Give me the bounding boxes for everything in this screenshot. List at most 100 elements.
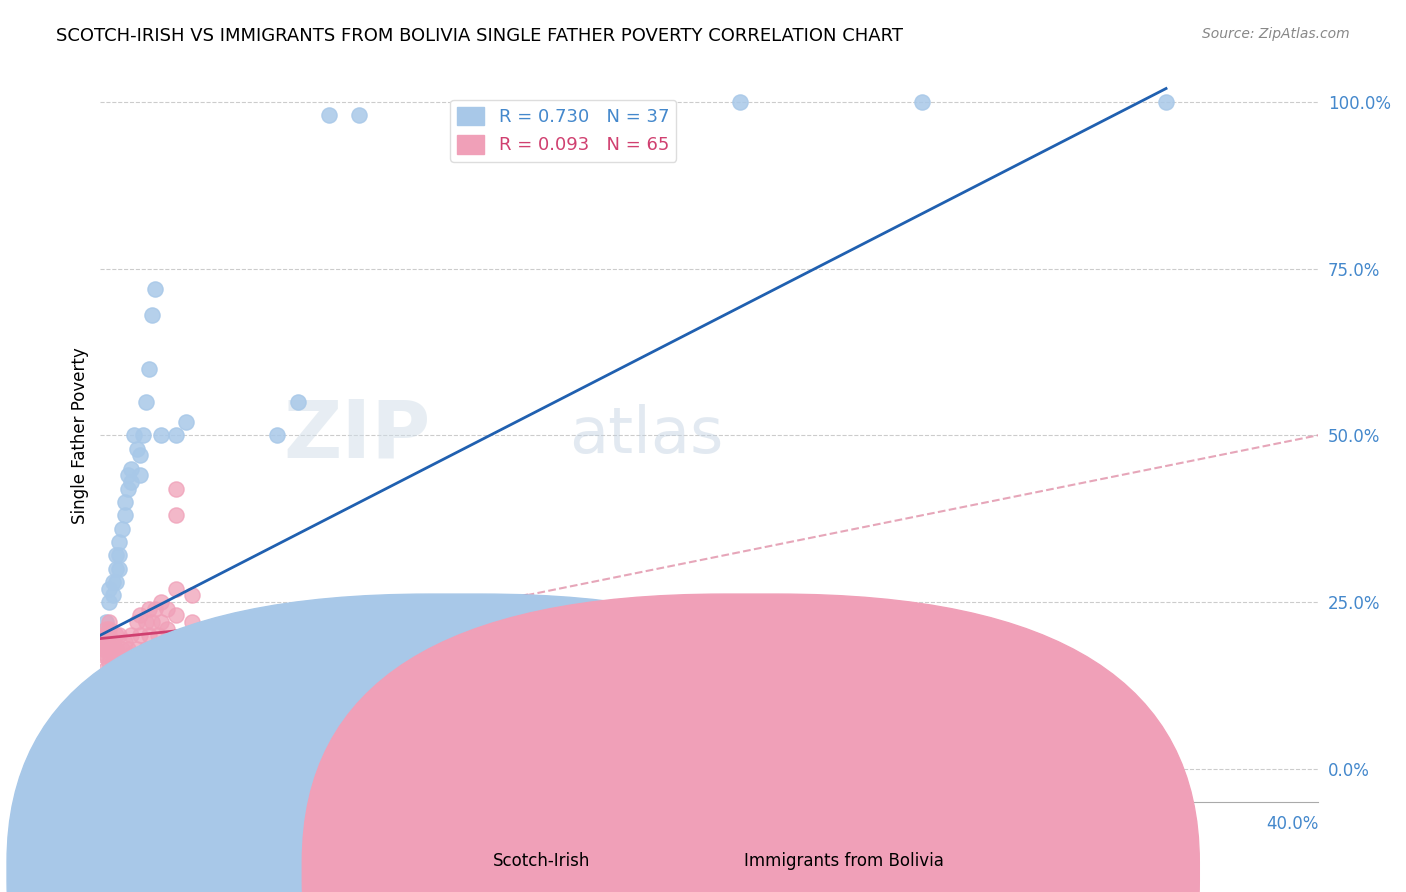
Point xyxy=(93,648,115,663)
Point xyxy=(96,635,118,649)
Point xyxy=(129,628,152,642)
Point xyxy=(96,674,118,689)
Point xyxy=(138,628,160,642)
Point xyxy=(98,582,121,596)
Point xyxy=(98,628,121,642)
Point xyxy=(287,395,309,409)
Point xyxy=(111,655,134,669)
Point xyxy=(104,548,127,562)
Point xyxy=(166,428,188,442)
Point xyxy=(96,615,118,629)
Point xyxy=(96,628,118,642)
Point xyxy=(98,641,121,656)
Point xyxy=(98,655,121,669)
Point xyxy=(166,482,188,496)
Point xyxy=(1154,95,1177,109)
Point xyxy=(138,601,160,615)
Point xyxy=(129,468,152,483)
Point xyxy=(117,641,139,656)
Point xyxy=(93,628,115,642)
Point xyxy=(166,508,188,523)
Point xyxy=(98,622,121,636)
Point xyxy=(425,681,447,696)
Point xyxy=(96,662,118,676)
Point xyxy=(132,428,155,442)
Point xyxy=(150,595,173,609)
Point xyxy=(180,615,202,629)
Legend: R = 0.730   N = 37, R = 0.093   N = 65: R = 0.730 N = 37, R = 0.093 N = 65 xyxy=(450,100,676,161)
Point xyxy=(166,582,188,596)
Text: 40.0%: 40.0% xyxy=(1265,815,1319,833)
Point xyxy=(120,461,142,475)
Point xyxy=(132,722,155,736)
Point xyxy=(120,475,142,489)
Point xyxy=(101,635,124,649)
Point xyxy=(101,641,124,656)
Point xyxy=(143,281,166,295)
Point xyxy=(728,95,751,109)
Point xyxy=(98,668,121,682)
Point xyxy=(98,615,121,629)
Point xyxy=(148,628,170,642)
Point xyxy=(138,728,160,742)
Point xyxy=(125,615,148,629)
Point xyxy=(911,95,934,109)
Point xyxy=(117,468,139,483)
Point xyxy=(114,635,136,649)
Point xyxy=(125,442,148,456)
Point xyxy=(104,628,127,642)
Text: Source: ZipAtlas.com: Source: ZipAtlas.com xyxy=(1202,27,1350,41)
Text: ZIP: ZIP xyxy=(283,396,430,475)
Point xyxy=(129,608,152,623)
Text: Scotch-Irish: Scotch-Irish xyxy=(492,852,591,870)
Point xyxy=(114,495,136,509)
Text: SCOTCH-IRISH VS IMMIGRANTS FROM BOLIVIA SINGLE FATHER POVERTY CORRELATION CHART: SCOTCH-IRISH VS IMMIGRANTS FROM BOLIVIA … xyxy=(56,27,903,45)
Point xyxy=(138,361,160,376)
Point xyxy=(135,708,157,723)
Point xyxy=(150,615,173,629)
Point xyxy=(101,668,124,682)
Point xyxy=(143,601,166,615)
Point xyxy=(104,668,127,682)
Point xyxy=(120,648,142,663)
Point xyxy=(180,588,202,602)
Text: 0.0%: 0.0% xyxy=(100,815,142,833)
Point xyxy=(104,574,127,589)
Point xyxy=(96,622,118,636)
Point xyxy=(135,641,157,656)
Point xyxy=(96,641,118,656)
Text: atlas: atlas xyxy=(569,404,724,467)
Point xyxy=(101,674,124,689)
Point xyxy=(111,641,134,656)
Point xyxy=(111,522,134,536)
Point xyxy=(114,508,136,523)
Point xyxy=(129,448,152,462)
Point xyxy=(156,601,179,615)
Point xyxy=(104,655,127,669)
Point xyxy=(101,574,124,589)
Point xyxy=(114,655,136,669)
Point xyxy=(98,681,121,696)
Point xyxy=(101,588,124,602)
Point xyxy=(98,595,121,609)
Point xyxy=(104,641,127,656)
Point xyxy=(156,622,179,636)
Point xyxy=(117,482,139,496)
Point xyxy=(96,648,118,663)
Point xyxy=(107,628,129,642)
Y-axis label: Single Father Poverty: Single Father Poverty xyxy=(72,347,89,524)
Point xyxy=(266,428,288,442)
Point xyxy=(93,635,115,649)
Point xyxy=(101,655,124,669)
Point xyxy=(318,108,340,122)
Point xyxy=(104,561,127,575)
Point xyxy=(107,535,129,549)
Point xyxy=(166,608,188,623)
Point xyxy=(122,428,145,442)
Point xyxy=(107,648,129,663)
Point xyxy=(394,695,416,709)
Point xyxy=(107,561,129,575)
Point xyxy=(141,615,163,629)
Point xyxy=(96,681,118,696)
Point xyxy=(135,395,157,409)
